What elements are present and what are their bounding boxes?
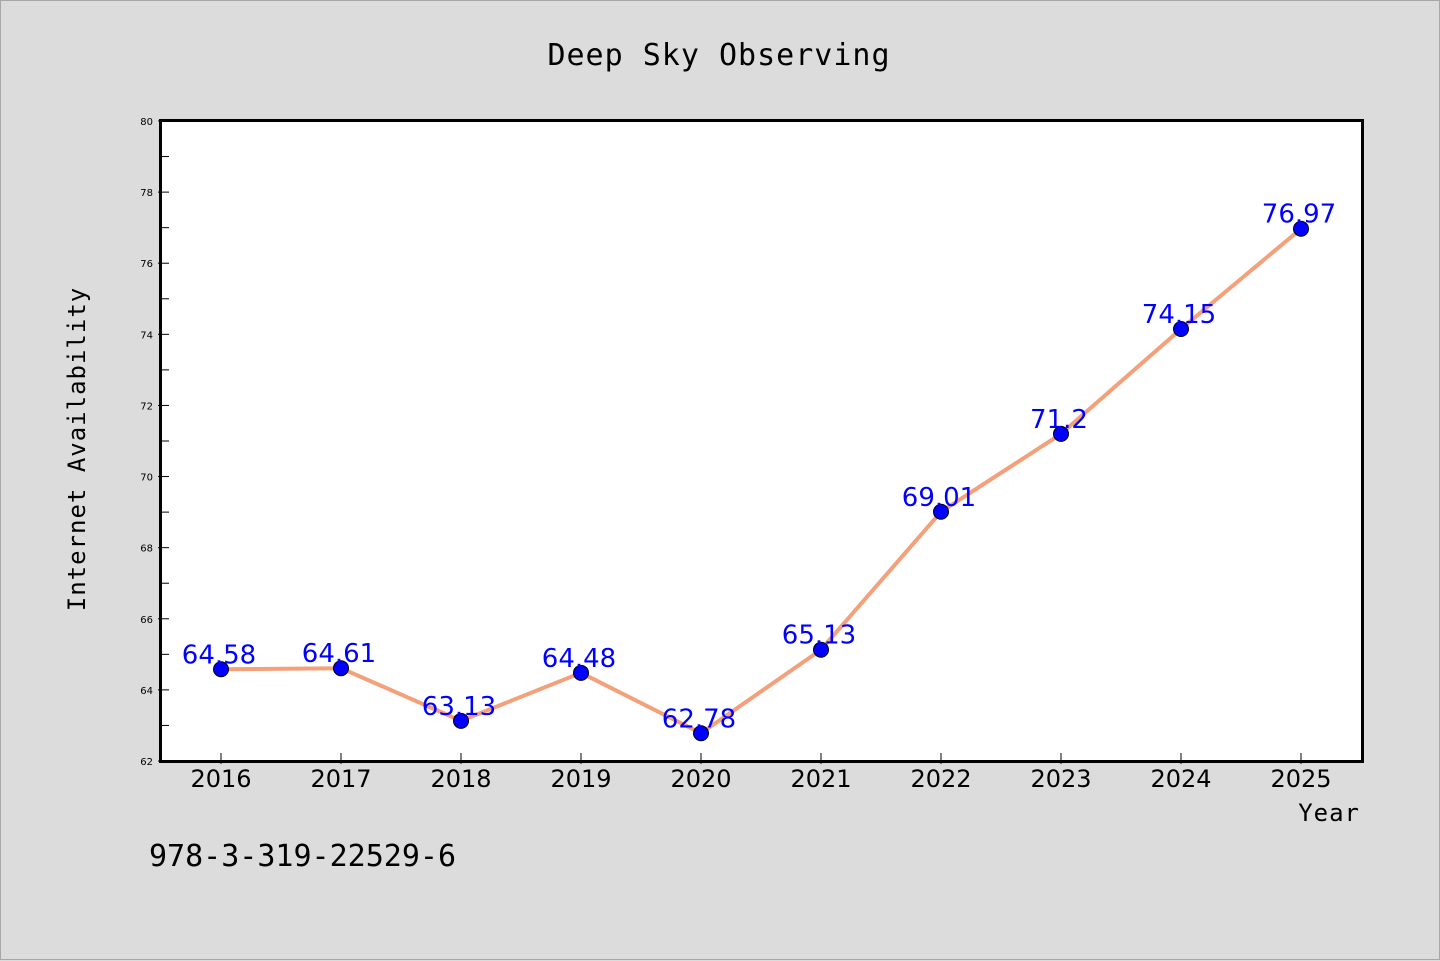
data-labels: 64.58 64.61 63.13 64.48 62.78 65.13 69.01 71.2 7… [182,200,1336,735]
y-axis-label: Internet Availability [63,287,91,611]
y-tick-label: 78 [140,188,153,199]
x-tick-label: 2018 [430,765,491,793]
x-tick-label: 2023 [1030,765,1091,793]
data-point [693,725,709,742]
x-tick-label: 2019 [550,765,611,793]
data-point [813,641,829,658]
y-tick-label: 70 [140,473,153,484]
y-tick-label: 66 [140,615,153,626]
x-tick-label: 2016 [190,765,251,793]
y-axis: 62 64 66 68 70 72 74 76 78 80 [140,117,169,768]
y-tick-label: 80 [140,117,153,128]
data-point [1293,220,1309,237]
x-tick-label: 2020 [670,765,731,793]
data-point [213,661,229,678]
data-point [1053,425,1069,442]
y-tick-label: 68 [140,544,153,555]
data-point [453,712,469,729]
y-tick-label: 72 [140,401,153,412]
data-label: 76.97 [1262,200,1336,230]
plot-area [159,119,1364,763]
series-group [213,220,1309,742]
x-tick-label: 2017 [310,765,371,793]
x-tick-label: 2025 [1270,765,1331,793]
data-label: 63.13 [422,692,496,722]
x-tick-label: 2024 [1150,765,1211,793]
series-line [220,227,1303,736]
isbn-footnote: 978-3-319-22529-6 [149,839,456,874]
data-point [573,664,589,681]
data-point [933,503,949,520]
y-tick-label: 74 [140,330,153,341]
x-tick-label: 2021 [790,765,851,793]
x-tick-label: 2022 [910,765,971,793]
data-label: 64.48 [542,644,616,674]
data-label: 64.58 [182,640,256,670]
data-point [1173,321,1189,337]
data-label: 69.01 [902,483,976,513]
data-label: 71.2 [1030,405,1088,435]
data-point [333,660,349,677]
x-axis: 2016 2017 2018 2019 2020 2021 2022 2023 2024 2025 [190,753,1332,793]
x-axis-label: Year [1298,799,1360,827]
data-label: 62.78 [662,704,736,734]
y-tick-label: 64 [140,686,153,697]
chart-title: Deep Sky Observing [547,38,890,73]
y-tick-label: 62 [140,757,153,768]
data-label: 64.61 [302,639,376,669]
data-label: 65.13 [782,621,856,651]
data-label: 74.15 [1142,300,1216,330]
y-tick-label: 76 [140,259,153,270]
